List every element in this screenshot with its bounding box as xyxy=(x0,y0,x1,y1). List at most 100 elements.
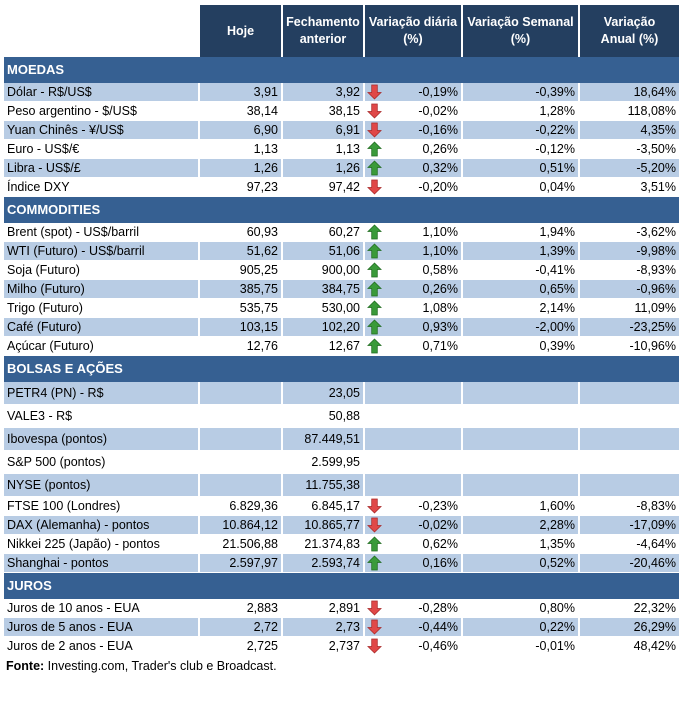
cell-var-semanal: 0,22% xyxy=(461,617,579,637)
cell-var-anual xyxy=(578,450,679,474)
arrow-up-icon xyxy=(367,319,382,335)
cell-var-diaria: 0,26% xyxy=(363,279,462,299)
table-row: Ibovespa (pontos) 87.449,51 xyxy=(4,427,679,451)
row-label: S&P 500 (pontos) xyxy=(4,450,199,474)
cell-fechamento: 3,92 xyxy=(281,83,364,102)
arrow-down-icon xyxy=(367,179,382,195)
cell-hoje: 6.829,36 xyxy=(198,496,282,516)
row-label: Juros de 5 anos - EUA xyxy=(4,617,199,637)
table-row: FTSE 100 (Londres) 6.829,36 6.845,17 -0,… xyxy=(4,496,679,516)
cell-var-semanal: 0,51% xyxy=(461,158,579,178)
row-label: Yuan Chinês - ¥/US$ xyxy=(4,120,199,140)
row-label: Peso argentino - $/US$ xyxy=(4,101,199,121)
var-diaria-value: -0,16% xyxy=(418,123,458,137)
header-label xyxy=(4,5,199,57)
cell-var-semanal: -2,00% xyxy=(461,317,579,337)
header-var-anual: Variação Anual (%) xyxy=(578,5,679,57)
cell-var-anual: -20,46% xyxy=(578,553,679,573)
var-diaria-value: -0,44% xyxy=(418,620,458,634)
cell-var-semanal: 0,39% xyxy=(461,336,579,356)
cell-var-anual xyxy=(578,404,679,428)
cell-fechamento: 23,05 xyxy=(281,382,364,405)
cell-var-semanal: -0,01% xyxy=(461,636,579,656)
cell-hoje: 385,75 xyxy=(198,279,282,299)
cell-var-semanal: -0,22% xyxy=(461,120,579,140)
cell-fechamento: 97,42 xyxy=(281,177,364,197)
footer-text: Investing.com, Trader's club e Broadcast… xyxy=(44,659,277,673)
cell-var-anual: 4,35% xyxy=(578,120,679,140)
var-diaria-value: -0,46% xyxy=(418,639,458,653)
cell-var-anual: -8,93% xyxy=(578,260,679,280)
arrow-up-icon xyxy=(367,243,382,259)
cell-var-diaria: -0,02% xyxy=(363,515,462,535)
arrow-down-icon xyxy=(367,122,382,138)
table-row: Peso argentino - $/US$ 38,14 38,15 -0,02… xyxy=(4,101,679,121)
row-label: Soja (Futuro) xyxy=(4,260,199,280)
cell-hoje: 3,91 xyxy=(198,83,282,102)
table-row: Açúcar (Futuro) 12,76 12,67 0,71% 0,39% … xyxy=(4,336,679,356)
table-row: Dólar - R$/US$ 3,91 3,92 -0,19% -0,39% 1… xyxy=(4,83,679,102)
table-row: WTI (Futuro) - US$/barril 51,62 51,06 1,… xyxy=(4,241,679,261)
var-diaria-value: 0,32% xyxy=(422,161,458,175)
row-label: Ibovespa (pontos) xyxy=(4,427,199,451)
cell-var-anual: -4,64% xyxy=(578,534,679,554)
cell-var-anual xyxy=(578,382,679,405)
cell-var-diaria: 0,93% xyxy=(363,317,462,337)
cell-var-semanal: 1,60% xyxy=(461,496,579,516)
cell-var-diaria: -0,46% xyxy=(363,636,462,656)
row-label: DAX (Alemanha) - pontos xyxy=(4,515,199,535)
arrow-down-icon xyxy=(367,638,382,654)
row-label: Dólar - R$/US$ xyxy=(4,83,199,102)
cell-var-anual: -23,25% xyxy=(578,317,679,337)
cell-fechamento: 102,20 xyxy=(281,317,364,337)
table-row: Euro - US$/€ 1,13 1,13 0,26% -0,12% -3,5… xyxy=(4,139,679,159)
cell-var-diaria xyxy=(363,450,462,474)
cell-var-diaria: -0,44% xyxy=(363,617,462,637)
row-label: Milho (Futuro) xyxy=(4,279,199,299)
cell-var-diaria xyxy=(363,404,462,428)
cell-var-anual: -5,20% xyxy=(578,158,679,178)
cell-fechamento: 51,06 xyxy=(281,241,364,261)
cell-var-diaria: -0,20% xyxy=(363,177,462,197)
row-label: Índice DXY xyxy=(4,177,199,197)
var-diaria-value: -0,28% xyxy=(418,601,458,615)
cell-hoje xyxy=(198,427,282,451)
var-diaria-value: 0,62% xyxy=(422,537,458,551)
cell-var-anual xyxy=(578,473,679,497)
cell-hoje xyxy=(198,382,282,405)
cell-var-anual: -0,96% xyxy=(578,279,679,299)
var-diaria-value: 0,93% xyxy=(422,320,458,334)
cell-var-anual: -17,09% xyxy=(578,515,679,535)
row-label: PETR4 (PN) - R$ xyxy=(4,382,199,405)
row-label: Euro - US$/€ xyxy=(4,139,199,159)
cell-fechamento: 2.593,74 xyxy=(281,553,364,573)
cell-hoje: 1,13 xyxy=(198,139,282,159)
var-diaria-value: 1,10% xyxy=(422,225,458,239)
cell-var-diaria xyxy=(363,473,462,497)
cell-var-semanal: 0,04% xyxy=(461,177,579,197)
cell-var-semanal xyxy=(461,427,579,451)
market-table: Hoje Fechamento anterior Variação diária… xyxy=(4,5,679,656)
table-row: Trigo (Futuro) 535,75 530,00 1,08% 2,14%… xyxy=(4,298,679,318)
arrow-up-icon xyxy=(367,555,382,571)
table-row: Juros de 5 anos - EUA 2,72 2,73 -0,44% 0… xyxy=(4,617,679,637)
section-title: BOLSAS E AÇÕES xyxy=(4,355,679,382)
table-row: Nikkei 225 (Japão) - pontos 21.506,88 21… xyxy=(4,534,679,554)
cell-hoje: 38,14 xyxy=(198,101,282,121)
cell-var-semanal xyxy=(461,450,579,474)
arrow-down-icon xyxy=(367,498,382,514)
var-diaria-value: 0,16% xyxy=(422,556,458,570)
cell-var-anual: -3,62% xyxy=(578,223,679,242)
arrow-up-icon xyxy=(367,338,382,354)
header-var-diaria: Variação diária (%) xyxy=(363,5,462,57)
cell-var-semanal xyxy=(461,473,579,497)
header-var-semanal: Variação Semanal (%) xyxy=(461,5,579,57)
section-title: COMMODITIES xyxy=(4,196,679,223)
cell-fechamento: 900,00 xyxy=(281,260,364,280)
cell-var-diaria: 0,62% xyxy=(363,534,462,554)
cell-var-anual: 48,42% xyxy=(578,636,679,656)
row-label: VALE3 - R$ xyxy=(4,404,199,428)
cell-var-anual: -10,96% xyxy=(578,336,679,356)
row-label: Açúcar (Futuro) xyxy=(4,336,199,356)
cell-hoje: 21.506,88 xyxy=(198,534,282,554)
